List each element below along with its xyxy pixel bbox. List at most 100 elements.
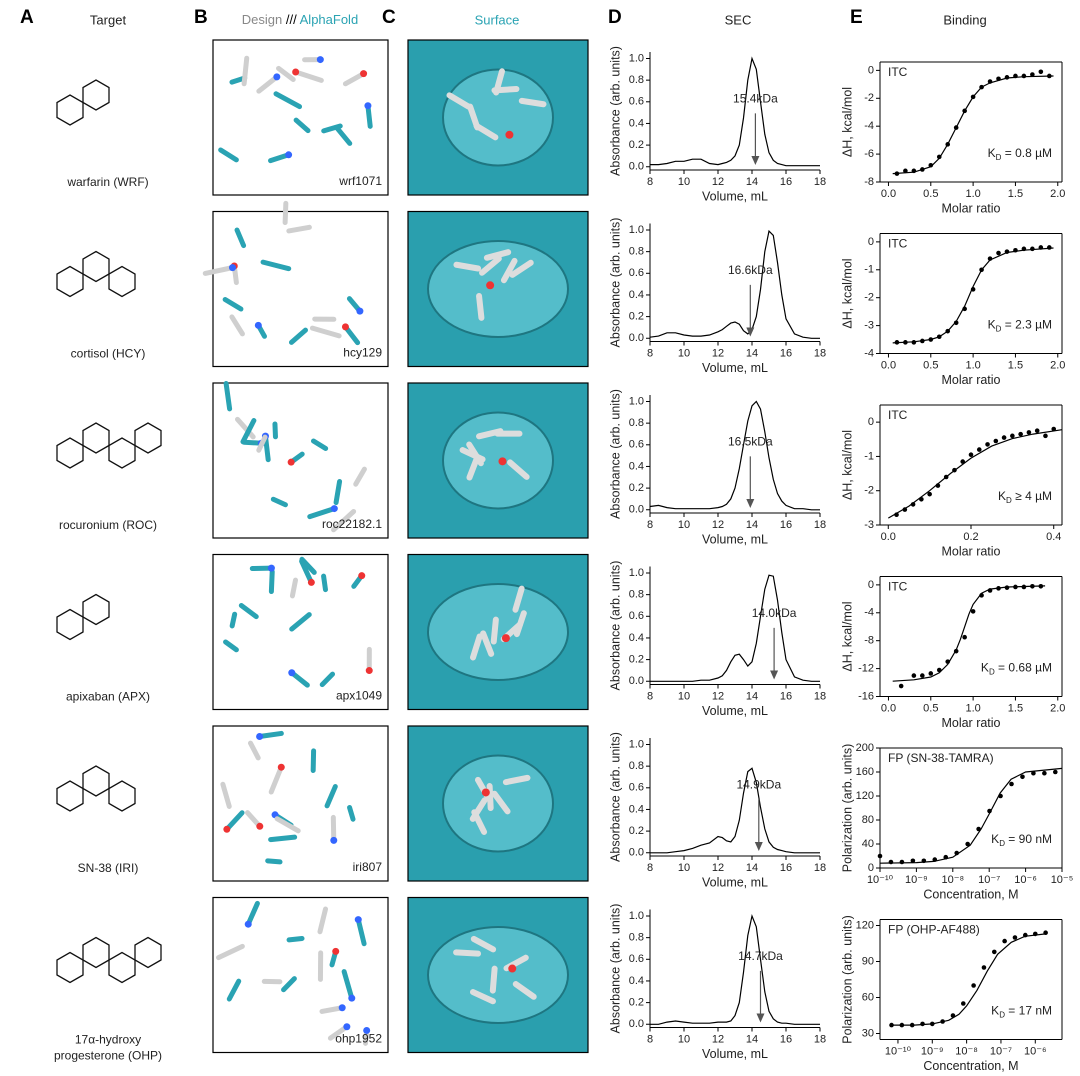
y-axis-label: Polarization (arb. units)	[840, 915, 854, 1044]
residue-stick	[309, 325, 342, 339]
residue-stick	[289, 612, 312, 632]
assay-label: ITC	[888, 65, 908, 79]
y-tick-label: 160	[856, 766, 874, 778]
y-axis-label: ΔH, kcal/mol	[840, 430, 854, 500]
y-tick-label: 0.6	[629, 96, 644, 108]
residue-stick	[289, 577, 299, 599]
data-point	[877, 853, 883, 859]
residue-stick	[247, 740, 261, 761]
residue-stick	[276, 65, 296, 83]
data-point	[1031, 770, 1036, 776]
y-tick-label: 1.0	[629, 395, 644, 407]
x-tick-label: 1.5	[1008, 188, 1023, 200]
data-point	[910, 502, 916, 507]
data-point	[1010, 433, 1015, 439]
y-tick-label: 0.0	[629, 332, 644, 344]
residue-stick	[218, 147, 239, 163]
y-tick-label: -8	[864, 635, 874, 647]
y-tick-label: 0.0	[629, 161, 644, 173]
atom	[277, 763, 285, 771]
target-name: apixaban (APX)	[66, 690, 150, 704]
residue-stick	[268, 764, 284, 795]
pocket	[427, 583, 569, 681]
x-tick-label: 0.5	[923, 188, 938, 200]
x-tick-label: 10⁻⁸	[955, 1045, 978, 1057]
atom	[341, 323, 349, 331]
x-tick-label: 18	[814, 176, 826, 188]
residue-stick	[293, 69, 324, 83]
residue-stick	[299, 558, 314, 585]
x-tick-label: 10⁻⁶	[1014, 874, 1037, 886]
data-point	[932, 857, 938, 862]
arrow-head	[754, 842, 763, 851]
structure-ring	[82, 593, 110, 626]
residue-stick	[241, 55, 250, 87]
x-tick-label: 16	[780, 519, 792, 531]
data-point	[920, 167, 925, 172]
data-point	[979, 593, 984, 598]
y-tick-label: 0.2	[629, 139, 644, 151]
structure-ring	[134, 422, 162, 454]
data-point	[927, 491, 932, 497]
data-point	[979, 84, 984, 90]
data-point	[899, 1022, 905, 1028]
data-point	[1032, 931, 1038, 937]
data-point	[998, 793, 1003, 799]
ligand-stick	[483, 249, 512, 261]
residue-stick	[331, 508, 357, 533]
residue-stick	[260, 259, 292, 272]
kd-label: KD = 17 nM	[991, 1004, 1052, 1020]
y-axis-label: Absorbance (arb. units)	[608, 904, 622, 1034]
ligand-stick	[470, 633, 483, 661]
pocket	[442, 411, 554, 510]
x-tick-label: 2.0	[1050, 702, 1065, 714]
header-separator: ///	[286, 12, 297, 27]
data-point	[987, 79, 993, 84]
target-name: SN-38 (IRI)	[78, 861, 139, 875]
x-tick-label: 12	[712, 519, 724, 531]
panel-label: A	[20, 7, 34, 28]
x-tick-label: 1.0	[965, 188, 980, 200]
kd-subscript: D	[999, 1011, 1005, 1020]
x-tick-label: 1.0	[965, 359, 980, 371]
structure-ring	[82, 765, 110, 797]
structure-ring	[56, 265, 84, 298]
data-point	[929, 1021, 935, 1027]
atom	[307, 578, 315, 586]
kd-value: = 0.8 µM	[1001, 146, 1052, 160]
y-tick-label: 0.0	[629, 847, 644, 859]
y-tick-label: 0.8	[629, 74, 644, 86]
y-axis-label: Absorbance (arb. units)	[608, 561, 622, 691]
data-point	[1004, 249, 1010, 254]
y-tick-label: 0.2	[629, 482, 644, 494]
x-axis-label: Volume, mL	[702, 704, 768, 718]
atom	[356, 307, 364, 315]
y-tick-label: 40	[862, 838, 874, 850]
x-tick-label: 8	[647, 690, 653, 702]
kd-value: = 17 nM	[1005, 1004, 1052, 1018]
y-tick-label: 200	[856, 742, 874, 754]
residue-stick	[353, 466, 367, 487]
residue-stick	[223, 381, 233, 412]
atom	[358, 572, 366, 580]
x-tick-label: 18	[814, 519, 826, 531]
y-tick-label: -6	[864, 148, 874, 160]
x-axis-label: Volume, mL	[702, 875, 768, 889]
x-tick-label: 10⁻⁹	[905, 874, 928, 886]
data-point	[1053, 769, 1058, 775]
y-tick-label: -1	[864, 450, 874, 462]
data-point	[962, 634, 967, 640]
data-point	[1030, 72, 1035, 77]
residue-stick	[341, 969, 355, 1001]
kd-subscript: D	[999, 839, 1005, 848]
assay-label: ITC	[888, 237, 908, 251]
data-point	[919, 496, 924, 502]
column-header: Design /// AlphaFold	[242, 12, 358, 27]
ligand-stick	[467, 103, 481, 131]
ligand-stick	[512, 981, 537, 1000]
x-tick-label: 14	[746, 347, 758, 359]
kd-symbol: K	[988, 318, 996, 332]
sec-trace	[650, 56, 820, 167]
y-tick-label: 0.0	[629, 504, 644, 516]
x-tick-label: 18	[814, 347, 826, 359]
